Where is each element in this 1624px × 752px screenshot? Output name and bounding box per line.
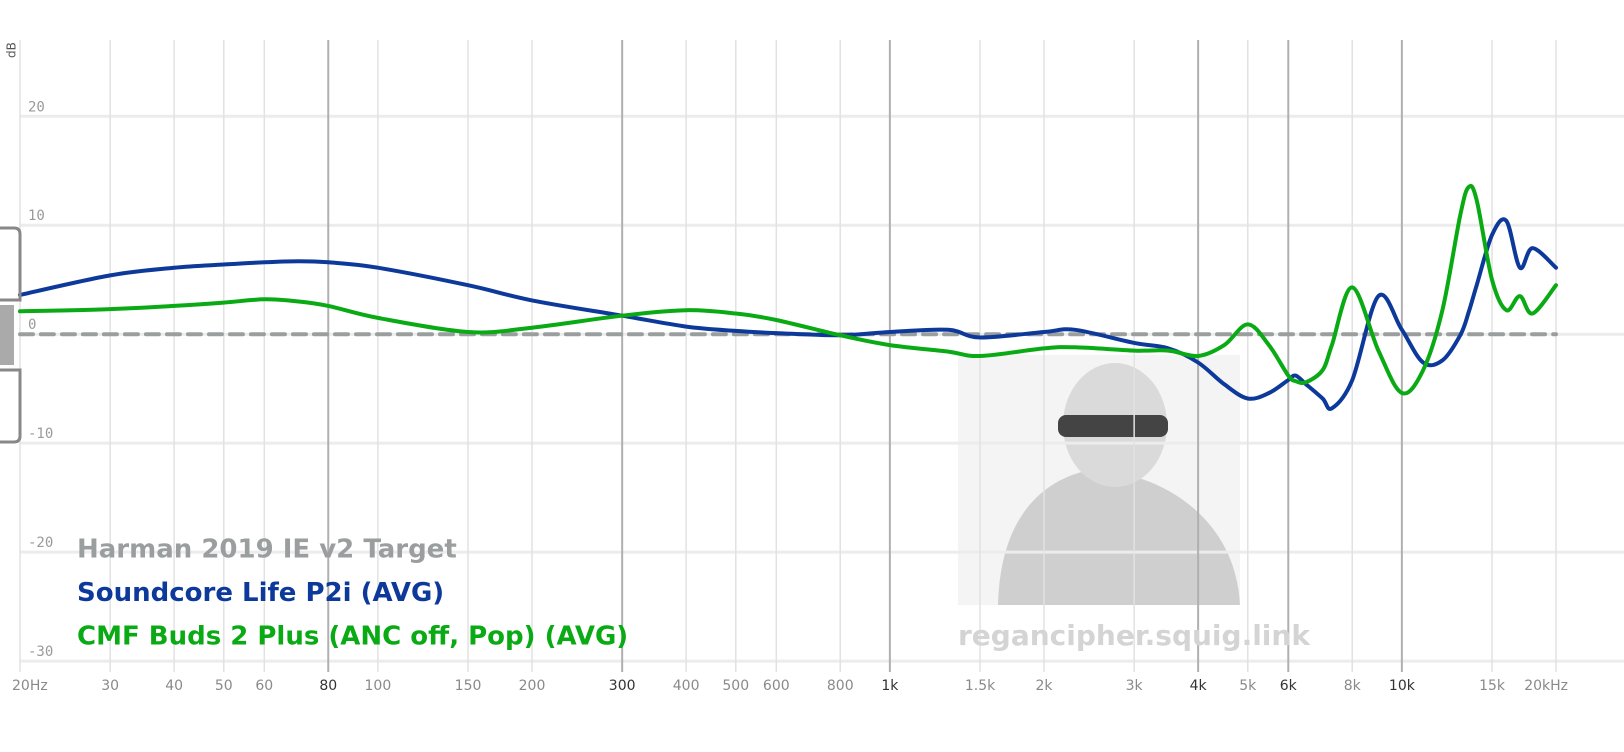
y-tick-label: -20 [28, 535, 53, 551]
legend-entry[interactable]: Harman 2019 IE v2 Target [77, 535, 457, 565]
y-tick-label: 0 [28, 317, 36, 333]
watermark: regancipher.squig.link [958, 619, 1311, 652]
y-tick-label: -30 [28, 644, 53, 660]
x-tick-label: 6k [1280, 678, 1298, 694]
x-tick-label: 3k [1126, 678, 1144, 694]
x-tick-label: 500 [722, 678, 749, 694]
y-axis-label: dB [5, 42, 19, 58]
y-tick-label: -10 [28, 426, 53, 442]
x-tick-label: 60 [255, 678, 273, 694]
x-tick-label: 1k [881, 678, 899, 694]
x-tick-label: 600 [763, 678, 790, 694]
x-tick-label: 20kHz [1524, 678, 1568, 694]
y-tick-label: 10 [28, 208, 45, 224]
legend-entry[interactable]: Soundcore Life P2i (AVG) [77, 578, 444, 608]
legend-entry[interactable]: CMF Buds 2 Plus (ANC off, Pop) (AVG) [77, 622, 628, 652]
x-tick-label: 400 [673, 678, 700, 694]
x-tick-label: 40 [165, 678, 183, 694]
series-line [18, 183, 1558, 396]
x-tick-label: 4k [1190, 678, 1208, 694]
x-tick-label: 8k [1344, 678, 1362, 694]
x-tick-label: 100 [365, 678, 392, 694]
x-tick-label: 150 [455, 678, 482, 694]
x-tick-label: 300 [609, 678, 636, 694]
x-tick-label: 30 [101, 678, 119, 694]
x-tick-label: 200 [519, 678, 546, 694]
x-tick-label: 800 [827, 678, 854, 694]
series-line [18, 217, 1558, 411]
x-tick-label: 15k [1479, 678, 1506, 694]
portrait-placeholder [958, 355, 1240, 605]
x-tick-label: 80 [319, 678, 337, 694]
x-tick-label: 1.5k [965, 678, 996, 694]
y-tick-label: 20 [28, 99, 45, 115]
x-tick-label: 20Hz [12, 678, 48, 694]
range-handle[interactable] [0, 226, 22, 444]
x-tick-label: 5k [1239, 678, 1257, 694]
x-tick-label: 50 [215, 678, 233, 694]
x-tick-label: 10k [1389, 678, 1416, 694]
lines [18, 183, 1558, 411]
x-tick-label: 2k [1035, 678, 1053, 694]
